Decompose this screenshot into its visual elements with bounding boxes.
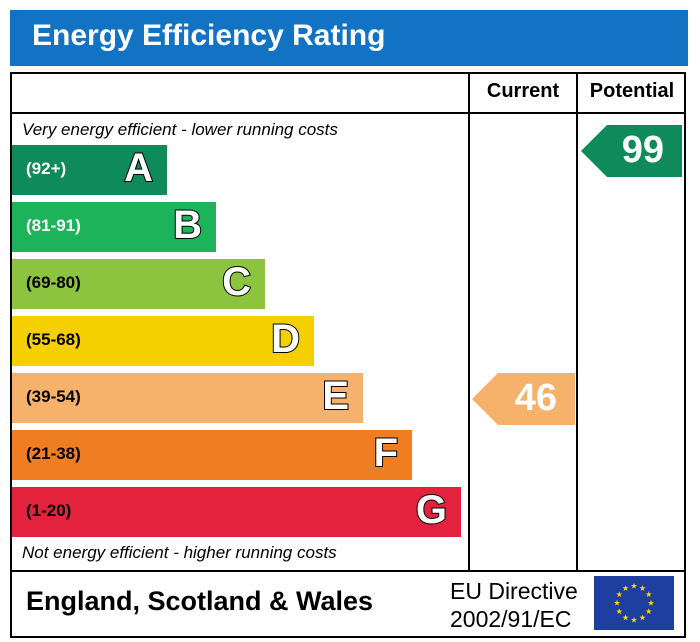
band-range-label: (92+) [26,159,67,178]
band-range-label: (1-20) [26,501,72,520]
band-b: (81-91) B [12,202,216,252]
top-note: Very energy efficient - lower running co… [22,120,338,139]
band-d: (55-68) D [12,316,314,366]
band-range-label: (81-91) [26,216,81,235]
flag-star [613,599,621,606]
band-a: (92+) A [12,145,167,195]
flag-star [630,582,638,589]
band-c: (69-80) C [12,259,265,309]
flag-star [647,599,655,606]
band-letter: D [270,316,301,362]
band-letter: F [373,430,399,476]
potential-rating-arrow: 99 [581,125,682,177]
flag-star [639,585,646,591]
flag-star [622,585,629,591]
region-label: England, Scotland & Wales [26,586,374,616]
potential-rating-value: 99 [621,129,664,171]
band-range-label: (69-80) [26,273,81,292]
flag-star [630,616,638,623]
flag-star [616,608,623,615]
band-letter: B [172,202,203,248]
band-range-label: (55-68) [26,330,81,349]
bottom-note: Not energy efficient - higher running co… [22,543,337,562]
header-divider [10,112,686,114]
flag-star [645,591,652,598]
band-e: (39-54) E [12,373,363,423]
rating-frame [10,72,686,638]
current-column-header: Current [486,80,560,102]
current-column-divider [468,72,470,572]
potential-column-divider [576,72,578,572]
directive-line1: EU Directive [450,578,578,604]
current-rating-arrow: 46 [472,373,575,425]
band-range-label: (39-54) [26,387,81,406]
band-letter: C [221,259,252,305]
flag-star [616,591,623,598]
chart-title: Energy Efficiency Rating [32,19,386,52]
current-arrow-shape [472,373,575,425]
eu-flag-icon [594,576,674,630]
potential-arrow-shape [581,125,682,177]
footer-divider [10,570,686,572]
band-letter: E [321,373,350,419]
flag-star [639,614,646,621]
flag-star [622,614,629,621]
band-letter: G [415,487,448,533]
flag-star [645,608,652,615]
band-letter: A [123,145,154,191]
band-range-label: (21-38) [26,444,81,463]
band-f: (21-38) F [12,430,412,480]
potential-column-header: Potential [589,80,675,102]
current-rating-value: 46 [514,377,557,419]
title-bar: Energy Efficiency Rating [10,10,688,66]
directive-line2: 2002/91/EC [450,606,572,632]
band-g: (1-20) G [12,487,461,537]
